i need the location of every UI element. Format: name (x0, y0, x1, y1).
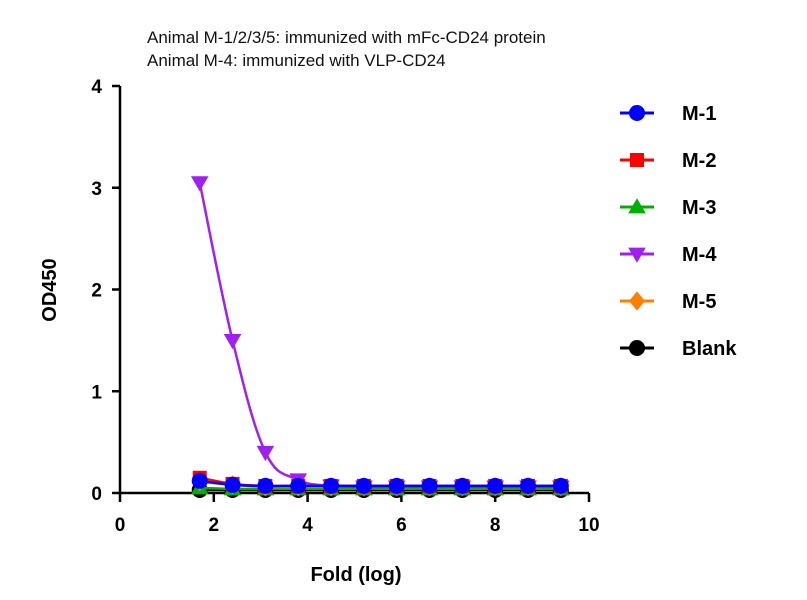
data-point (191, 472, 208, 489)
x-tick-label: 2 (209, 515, 220, 536)
y-axis-label: OD450 (39, 258, 61, 321)
y-tick-label: 3 (91, 179, 102, 200)
y-tick-label: 0 (91, 484, 102, 505)
x-tick-label: 8 (490, 515, 501, 536)
data-point (520, 477, 537, 494)
legend-label: M-5 (682, 291, 716, 313)
x-tick-label: 4 (302, 515, 313, 536)
legend-item-m-2: M-2 (620, 150, 716, 172)
legend-item-m-1: M-1 (620, 103, 716, 125)
x-tick-label: 0 (115, 515, 126, 536)
legend-item-m-4: M-4 (620, 244, 717, 266)
legend-marker (628, 198, 646, 214)
legend-marker (629, 105, 645, 121)
data-point (454, 477, 471, 494)
data-point (355, 477, 372, 494)
legend-label: M-4 (682, 244, 717, 266)
legend-item-blank: Blank (620, 338, 737, 360)
legend-label: M-2 (682, 150, 716, 172)
data-point (223, 333, 242, 350)
data-point (257, 477, 274, 494)
data-point (487, 477, 504, 494)
legend-item-m-3: M-3 (620, 197, 716, 219)
y-tick-label: 1 (91, 382, 102, 403)
legend-label: Blank (682, 338, 737, 360)
legend-marker (630, 153, 644, 167)
data-point (290, 477, 307, 494)
data-point (421, 477, 438, 494)
legend: M-1 M-2 M-3 M-4 M-5 Blank (620, 103, 737, 360)
series-line (198, 182, 561, 489)
legend-label: M-1 (682, 103, 716, 125)
x-tick-label: 6 (396, 515, 407, 536)
data-point (256, 445, 275, 462)
y-tick-label: 2 (91, 281, 102, 302)
legend-item-m-5: M-5 (620, 291, 716, 313)
chart-subtitle: Animal M-1/2/3/5: immunized with mFc-CD2… (147, 28, 546, 70)
legend-marker (628, 247, 646, 263)
series-line (199, 479, 561, 488)
data-point (190, 176, 209, 192)
subtitle-line-2: Animal M-4: immunized with VLP-CD24 (147, 51, 446, 70)
data-point (224, 476, 241, 493)
x-tick-label: 10 (578, 515, 599, 536)
legend-marker (629, 340, 645, 356)
axes: 0 1 2 3 4 0 2 4 6 8 10 (91, 77, 599, 536)
y-tick-label: 4 (91, 77, 102, 98)
data-point (323, 477, 340, 494)
series-m-1 (191, 472, 569, 494)
series-m-4 (190, 176, 570, 496)
series-layer (190, 176, 570, 498)
legend-label: M-3 (682, 197, 716, 219)
legend-marker (629, 291, 645, 311)
data-point (388, 477, 405, 494)
subtitle-line-1: Animal M-1/2/3/5: immunized with mFc-CD2… (147, 28, 546, 47)
data-point (552, 477, 569, 494)
x-axis-label: Fold (log) (310, 564, 401, 586)
